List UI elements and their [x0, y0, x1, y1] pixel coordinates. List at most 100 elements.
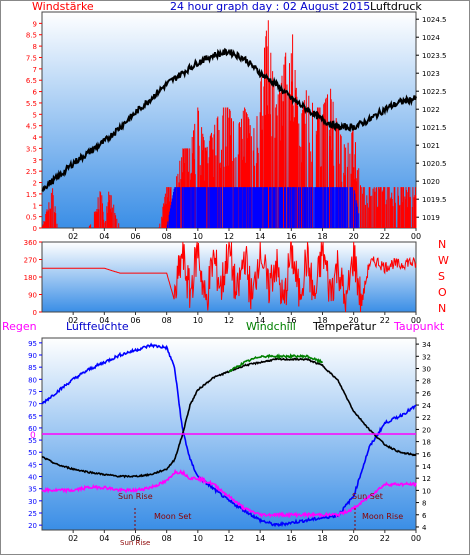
x-tick-label: 14 [255, 534, 265, 543]
y-tick-label: 8.5 [26, 32, 37, 40]
pressure-line [41, 47, 417, 193]
x-tick-label: 12 [224, 534, 234, 543]
x-tick-label: 18 [317, 316, 327, 325]
y-tick-label: 1023 [422, 70, 440, 78]
x-tick-label: 14 [255, 316, 265, 325]
y-tick-label: 1020.5 [422, 160, 447, 168]
x-tick-label: 06 [130, 232, 140, 241]
x-tick-label: 12 [224, 316, 234, 325]
y-tick-label: 270 [24, 257, 37, 265]
y-tick-label: 12 [422, 475, 431, 483]
x-tick-label: 08 [162, 534, 172, 543]
header-title: 24 hour graph day : 02 August 2015 [170, 0, 370, 13]
y-tick-label: 7.5 [26, 54, 37, 62]
x-tick-label: 12 [224, 232, 234, 241]
y-tick-label: 1 [33, 202, 37, 210]
y-tick-label: 26 [422, 390, 431, 398]
direction-letter: S [438, 270, 445, 283]
dewpoint-line [41, 468, 417, 519]
x-tick-label: 04 [99, 534, 109, 543]
x-tick-label: 16 [286, 534, 296, 543]
x-tick-label: 16 [286, 316, 296, 325]
y-tick-label: 4 [422, 524, 427, 532]
y-tick-label: 4.5 [26, 123, 37, 131]
y-tick-label: 4 [33, 134, 38, 142]
y-tick-label: 90 [28, 352, 37, 360]
x-tick-label: 08 [162, 316, 172, 325]
direction-letter: N [438, 238, 446, 251]
x-tick-label: 18 [317, 534, 327, 543]
x-tick-label: 16 [286, 232, 296, 241]
x-tick-label: 06 [130, 534, 140, 543]
y-tick-label: 28 [422, 378, 431, 386]
y-tick-label: 50 [28, 449, 37, 457]
y-tick-label: 1019 [422, 214, 440, 222]
y-tick-label: 1022.5 [422, 88, 447, 96]
y-tick-label: 1019.5 [422, 196, 447, 204]
x-tick-label: 04 [99, 232, 109, 241]
rain-zero-label: 0 [30, 431, 36, 441]
y-tick-label: 1.5 [26, 191, 37, 199]
y-tick-label: 8 [422, 500, 426, 508]
y-tick-label: 95 [28, 340, 37, 348]
y-tick-label: 6 [422, 512, 427, 520]
y-tick-label: 1023.5 [422, 52, 447, 60]
x-tick-label: 06 [130, 316, 140, 325]
y-tick-label: 70 [28, 401, 37, 409]
legend-luftfeuchte: Luftfeuchte [66, 320, 129, 333]
y-tick-label: 6.5 [26, 77, 37, 85]
direction-letter: W [438, 254, 449, 267]
y-tick-label: 3 [33, 157, 37, 165]
x-tick-label: 10 [193, 232, 203, 241]
x-tick-label: 00 [411, 232, 421, 241]
legend-taupunkt: Taupunkt [393, 320, 445, 333]
header-left-label: Windstärke [32, 0, 94, 13]
sun-rise-annotation: Sun Rise [118, 492, 153, 501]
x-tick-label: 22 [380, 534, 390, 543]
y-tick-label: 8 [33, 43, 37, 51]
moon-set-annotation: Moon Set [154, 512, 191, 521]
sun-rise-tick-label: Sun Rise [120, 539, 150, 547]
x-tick-label: 10 [193, 534, 203, 543]
x-tick-label: 02 [68, 232, 78, 241]
y-tick-label: 5 [33, 111, 37, 119]
humidity-line [41, 342, 417, 528]
temperature-line [41, 357, 417, 479]
x-tick-label: 08 [162, 232, 172, 241]
x-tick-label: 18 [317, 232, 327, 241]
legend-windchill: Windchill [246, 320, 296, 333]
y-tick-label: 0.5 [26, 214, 37, 222]
y-tick-label: 35 [28, 486, 37, 494]
y-tick-label: 16 [422, 451, 431, 459]
y-tick-label: 85 [28, 364, 37, 372]
y-tick-label: 55 [28, 437, 37, 445]
sun-set-annotation: Sun Set [352, 492, 383, 501]
y-tick-label: 25 [28, 510, 37, 518]
y-tick-label: 7 [33, 66, 37, 74]
y-tick-label: 40 [28, 474, 37, 482]
y-tick-label: 20 [28, 522, 37, 530]
y-tick-label: 2.5 [26, 168, 37, 176]
wind-bars [166, 187, 360, 228]
y-tick-label: 32 [422, 353, 431, 361]
x-tick-label: 00 [411, 316, 421, 325]
y-tick-label: 34 [422, 341, 431, 349]
x-tick-label: 20 [349, 232, 359, 241]
y-tick-label: 0 [33, 309, 37, 317]
y-tick-label: 5.5 [26, 100, 37, 108]
x-tick-label: 20 [349, 316, 359, 325]
x-tick-label: 22 [380, 232, 390, 241]
y-tick-label: 60 [28, 425, 37, 433]
y-tick-label: 30 [422, 365, 431, 373]
y-tick-label: 1021 [422, 142, 440, 150]
y-tick-label: 360 [24, 239, 37, 247]
windchill-line [228, 353, 324, 373]
y-tick-label: 22 [422, 414, 431, 422]
direction-letter: O [438, 286, 447, 299]
x-tick-label: 20 [349, 534, 359, 543]
y-tick-label: 24 [422, 402, 431, 410]
y-tick-label: 6 [33, 89, 38, 97]
y-tick-label: 10 [422, 487, 431, 495]
legend-temperatur: Temperatur [312, 320, 377, 333]
